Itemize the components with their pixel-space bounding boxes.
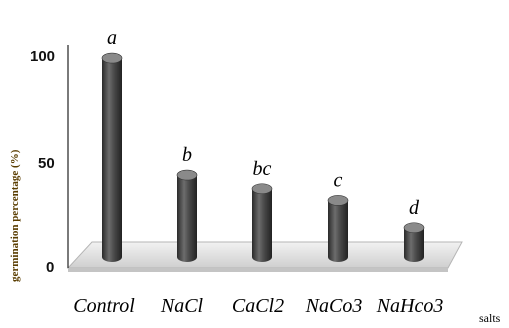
bar-top	[251, 183, 273, 195]
x-axis-label: salts	[479, 311, 501, 325]
bar-naco3	[327, 195, 349, 262]
y-axis-label: germination percentage (%)	[9, 149, 21, 282]
bar-body	[328, 200, 348, 262]
bar-body	[177, 175, 197, 262]
bar-nahco3	[403, 222, 425, 262]
bar-body	[404, 227, 424, 262]
chart-floor-edge	[68, 268, 448, 272]
x-tick-label-cacl2: CaCl2	[232, 295, 284, 317]
bar-body	[102, 58, 122, 262]
significance-label-control: a	[107, 27, 117, 49]
bar-nacl	[176, 169, 198, 262]
y-tick-label-50: 50	[38, 155, 55, 172]
significance-label-nahco3: d	[409, 197, 420, 219]
bar-cacl2	[251, 183, 273, 262]
bar-body	[252, 188, 272, 262]
y-tick-label-0: 0	[46, 259, 54, 276]
bar-top	[327, 195, 349, 206]
significance-label-cacl2: bc	[253, 158, 272, 180]
x-tick-label-nacl: NaCl	[160, 295, 204, 317]
significance-label-naco3: c	[334, 169, 343, 191]
bar-control	[101, 52, 123, 262]
bar-top	[403, 222, 425, 234]
x-tick-label-nahco3: NaHco3	[376, 295, 444, 317]
x-tick-label-control: Control	[73, 295, 135, 317]
significance-label-nacl: b	[182, 144, 192, 166]
bar-top	[176, 169, 198, 181]
bar-top	[101, 52, 123, 64]
x-tick-label-naco3: NaCo3	[305, 295, 363, 317]
y-tick-label-100: 100	[30, 48, 55, 65]
